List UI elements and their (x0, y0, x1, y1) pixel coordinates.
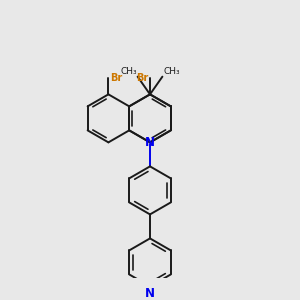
Text: Br: Br (136, 73, 149, 82)
Text: CH₃: CH₃ (163, 67, 180, 76)
Text: CH₃: CH₃ (120, 67, 137, 76)
Text: Br: Br (110, 73, 122, 82)
Text: N: N (145, 136, 155, 149)
Text: N: N (145, 287, 155, 300)
